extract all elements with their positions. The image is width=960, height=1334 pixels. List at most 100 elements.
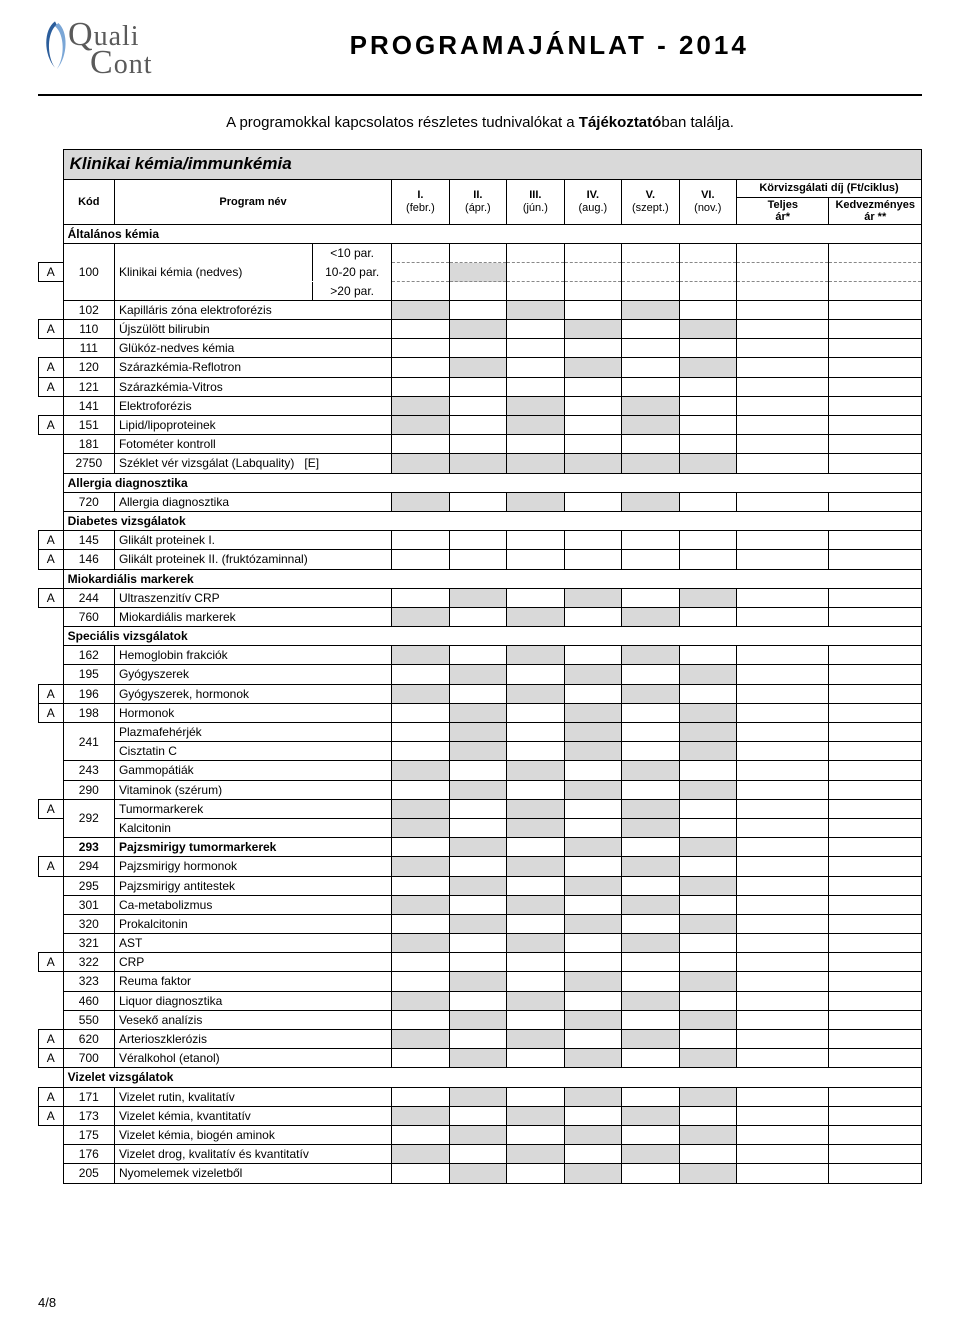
cycle-cell	[449, 838, 506, 857]
program-table: Klinikai kémia/immunkémiaKódProgram névI…	[38, 149, 922, 1184]
a-col	[39, 473, 64, 492]
cycle-cell	[622, 1125, 679, 1144]
price-full-cell	[737, 550, 829, 569]
cycle-cell	[622, 454, 679, 473]
cycle-cell	[392, 838, 449, 857]
name-cell: Pajzsmirigy antitestek	[114, 876, 391, 895]
cycle-cell	[564, 780, 621, 799]
a-col	[39, 1068, 64, 1087]
name-cell: Gyógyszerek, hormonok	[114, 684, 391, 703]
cycle-cell	[622, 377, 679, 396]
cycle-cell	[449, 780, 506, 799]
name-cell: Arterioszklerózis	[114, 1030, 391, 1049]
cycle-cell	[449, 1049, 506, 1068]
code-cell: 141	[63, 396, 114, 415]
cycle-cell	[622, 435, 679, 454]
col-price-header: Körvizsgálati díj (Ft/ciklus)	[737, 179, 922, 197]
cycle-cell	[392, 435, 449, 454]
cycle-cell	[392, 607, 449, 626]
price-full-cell	[737, 1125, 829, 1144]
price-full-cell	[737, 934, 829, 953]
a-col: A	[39, 703, 64, 722]
cycle-cell	[679, 799, 736, 818]
cycle-cell	[564, 339, 621, 358]
cycle-cell	[622, 684, 679, 703]
group-title: Miokardiális markerek	[63, 569, 921, 588]
cycle-cell	[507, 454, 564, 473]
cycle-cell	[392, 1106, 449, 1125]
col-kod: Kód	[63, 179, 114, 224]
name-cell: Miokardiális markerek	[114, 607, 391, 626]
cycle-cell	[507, 1010, 564, 1029]
code-cell: 2750	[63, 454, 114, 473]
cycle-cell	[679, 550, 736, 569]
group-title: Általános kémia	[63, 225, 921, 244]
cycle-cell	[449, 396, 506, 415]
cycle-cell	[449, 972, 506, 991]
cycle-cell	[392, 1010, 449, 1029]
price-disc-cell	[829, 1030, 922, 1049]
cycle-cell	[449, 588, 506, 607]
code-cell: 110	[63, 320, 114, 339]
name-cell: Cisztatin C	[114, 742, 391, 761]
a-col: A	[39, 799, 64, 818]
price-full-cell	[737, 895, 829, 914]
cycle-cell	[564, 588, 621, 607]
cycle-cell	[564, 1030, 621, 1049]
cycle-cell	[622, 1106, 679, 1125]
cycle-cell	[622, 799, 679, 818]
cycle-cell	[622, 723, 679, 742]
code-cell: 171	[63, 1087, 114, 1106]
price-full-cell	[737, 320, 829, 339]
cycle-cell	[679, 818, 736, 837]
price-disc-cell	[829, 953, 922, 972]
name-cell: Újszülött bilirubin	[114, 320, 391, 339]
cycle-cell	[449, 339, 506, 358]
a-col	[39, 646, 64, 665]
cycle-cell	[564, 550, 621, 569]
col-cycle-1: I.(febr.)	[392, 179, 449, 224]
page-header: Quali Cont PROGRAMAJÁNLAT - 2014	[38, 18, 922, 80]
cycle-cell	[507, 972, 564, 991]
cycle-cell	[392, 282, 449, 301]
name-cell: Ca-metabolizmus	[114, 895, 391, 914]
code-cell: 102	[63, 300, 114, 319]
price-disc-cell	[829, 780, 922, 799]
cycle-cell	[507, 838, 564, 857]
code-cell: 290	[63, 780, 114, 799]
price-full-cell	[737, 435, 829, 454]
cycle-cell	[679, 665, 736, 684]
code-cell: 244	[63, 588, 114, 607]
name-cell: Nyomelemek vizeletből	[114, 1164, 391, 1183]
cycle-cell	[507, 1106, 564, 1125]
cycle-cell	[507, 703, 564, 722]
a-col: A	[39, 1087, 64, 1106]
price-full-cell	[737, 838, 829, 857]
a-col	[39, 742, 64, 761]
cycle-cell	[622, 818, 679, 837]
code-cell: 146	[63, 550, 114, 569]
cycle-cell	[507, 1049, 564, 1068]
cycle-cell	[449, 1106, 506, 1125]
a-col: A	[39, 531, 64, 550]
price-full-cell	[737, 665, 829, 684]
cycle-cell	[679, 358, 736, 377]
cycle-cell	[564, 665, 621, 684]
cycle-cell	[622, 320, 679, 339]
a-col	[39, 225, 64, 244]
price-full-cell	[737, 358, 829, 377]
intro-text: A programokkal kapcsolatos részletes tud…	[38, 114, 922, 131]
price-full-cell	[737, 723, 829, 742]
price-disc-cell	[829, 972, 922, 991]
price-full-cell	[737, 914, 829, 933]
cycle-cell	[449, 1145, 506, 1164]
cycle-cell	[507, 282, 564, 301]
a-col	[39, 934, 64, 953]
code-cell: 100	[63, 263, 114, 282]
name-cell: Kalcitonin	[114, 818, 391, 837]
a-col: A	[39, 1030, 64, 1049]
cycle-cell	[392, 1030, 449, 1049]
cycle-cell	[679, 1087, 736, 1106]
a-col	[39, 282, 64, 301]
cycle-cell	[392, 876, 449, 895]
